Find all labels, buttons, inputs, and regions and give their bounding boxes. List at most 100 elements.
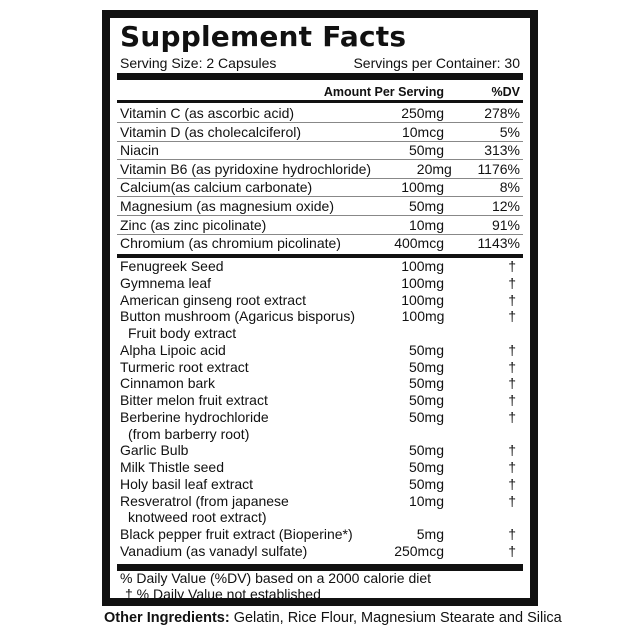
nutrient-amount: 10mg — [408, 216, 444, 233]
ingredient-amount: 50mg — [408, 475, 444, 492]
ingredient-amount: 50mg — [408, 375, 444, 392]
ingredient-row: Holy basil leaf extract 50mg † — [120, 476, 520, 492]
other-ingredients-label: Other Ingredients: — [104, 610, 230, 626]
ingredient-continuation: Fruit body extract — [120, 325, 520, 341]
amount-header: Amount Per Serving — [323, 85, 444, 99]
row-divider — [117, 122, 523, 123]
nutrient-dv: 8% — [499, 179, 520, 196]
dv-header: %DV — [491, 85, 520, 99]
nutrient-dv: 12% — [491, 198, 520, 214]
thick-divider — [117, 73, 523, 80]
ingredient-name: Turmeric root extract — [120, 358, 249, 375]
nutrient-dv: 313% — [484, 142, 520, 159]
nutrient-amount: 10mcg — [401, 123, 444, 140]
row-divider — [117, 140, 523, 142]
ingredient-name-continued: (from barberry root) — [128, 425, 250, 442]
ingredient-row: Milk Thistle seed 50mg † — [120, 459, 520, 475]
ingredient-amount: 50mg — [408, 442, 444, 459]
ingredient-row: Black pepper fruit extract (Bioperine*) … — [120, 526, 520, 542]
dagger-footnote: † % Daily Value not established — [125, 586, 321, 602]
nutrient-row: Chromium (as chromium picolinate) 400mcg… — [120, 235, 520, 251]
other-ingredients: Other Ingredients: Gelatin, Rice Flour, … — [104, 610, 562, 627]
ingredient-row: Turmeric root extract 50mg † — [120, 359, 520, 375]
ingredient-name: Garlic Bulb — [120, 442, 189, 459]
ingredient-amount: 10mg — [408, 492, 444, 509]
nutrient-name: Chromium (as chromium picolinate) — [120, 235, 341, 252]
ingredient-name: Holy basil leaf extract — [120, 475, 254, 492]
nutrient-amount: 20mg — [416, 160, 452, 177]
ingredient-name: Vanadium (as vanadyl sulfate) — [120, 542, 308, 559]
ingredient-name: Alpha Lipoic acid — [120, 341, 226, 358]
ingredient-name: Black pepper fruit extract (Bioperine*) — [120, 526, 353, 542]
ingredient-amount: 50mg — [408, 358, 444, 375]
nutrient-name: Calcium(as calcium carbonate) — [120, 179, 313, 196]
other-ingredients-text: Gelatin, Rice Flour, Magnesium Stearate … — [229, 610, 562, 626]
row-divider — [117, 196, 523, 198]
nutrient-name: Magnesium (as magnesium oxide) — [120, 198, 334, 214]
nutrient-name: Vitamin D (as cholecalciferol) — [120, 123, 302, 140]
ingredient-amount: 100mg — [401, 291, 444, 308]
dagger-mark: † — [508, 542, 516, 559]
nutrient-row: Vitamin D (as cholecalciferol) 10mcg 5% — [120, 124, 520, 140]
nutrient-name: Vitamin C (as ascorbic acid) — [120, 105, 295, 121]
supplement-facts-panel: Supplement Facts Serving Size: 2 Capsule… — [102, 10, 538, 606]
ingredient-name: Gymnema leaf — [120, 274, 212, 291]
dagger-mark: † — [508, 442, 516, 459]
nutrient-row: Zinc (as zinc picolinate) 10mg 91% — [120, 217, 520, 233]
thick-divider — [117, 564, 523, 571]
dagger-mark: † — [508, 341, 516, 358]
ingredient-row: American ginseng root extract 100mg † — [120, 292, 520, 308]
serving-size: Serving Size: 2 Capsules — [120, 55, 277, 71]
dagger-mark: † — [508, 291, 516, 308]
panel-title: Supplement Facts — [120, 20, 407, 53]
dagger-mark: † — [508, 258, 516, 274]
ingredient-row: Alpha Lipoic acid 50mg † — [120, 342, 520, 358]
nutrient-name: Zinc (as zinc picolinate) — [120, 216, 267, 233]
ingredient-name: Fenugreek Seed — [120, 258, 224, 274]
ingredient-row: Fenugreek Seed 100mg † — [120, 258, 520, 274]
nutrient-name: Niacin — [120, 142, 159, 159]
header-divider — [117, 100, 523, 103]
dagger-mark: † — [508, 308, 516, 325]
dagger-mark: † — [508, 459, 516, 475]
nutrient-row: Calcium(as calcium carbonate) 100mg 8% — [120, 179, 520, 195]
ingredient-amount: 100mg — [401, 258, 444, 274]
nutrient-name: Vitamin B6 (as pyridoxine hydrochloride) — [120, 160, 372, 177]
row-divider — [117, 159, 523, 161]
ingredient-name: Resveratrol (from japanese — [120, 492, 289, 509]
row-divider — [117, 215, 523, 216]
ingredient-row: Gymnema leaf 100mg † — [120, 275, 520, 291]
ingredient-name: Bitter melon fruit extract — [120, 392, 268, 408]
dagger-mark: † — [508, 392, 516, 408]
dagger-mark: † — [508, 274, 516, 291]
ingredient-name-continued: knotweed root extract) — [128, 509, 267, 526]
ingredient-name: Button mushroom (Agaricus bisporus) — [120, 308, 355, 325]
row-divider — [117, 177, 523, 179]
ingredient-row: Vanadium (as vanadyl sulfate) 250mcg † — [120, 543, 520, 559]
ingredient-name: American ginseng root extract — [120, 291, 306, 308]
ingredient-continuation: knotweed root extract) — [120, 509, 520, 525]
nutrient-amount: 400mcg — [394, 235, 444, 252]
ingredient-row: Garlic Bulb 50mg † — [120, 442, 520, 458]
nutrient-amount: 50mg — [408, 142, 444, 159]
ingredient-amount: 5mg — [416, 526, 444, 542]
ingredient-amount: 50mg — [408, 392, 444, 408]
dagger-mark: † — [508, 492, 516, 509]
nutrient-row: Niacin 50mg 313% — [120, 142, 520, 158]
ingredient-amount: 250mcg — [394, 542, 444, 559]
dagger-mark: † — [508, 375, 516, 392]
ingredient-row: Cinnamon bark 50mg † — [120, 375, 520, 391]
thick-divider — [117, 254, 523, 258]
ingredient-name-continued: Fruit body extract — [128, 325, 237, 341]
row-divider — [117, 233, 523, 235]
ingredient-row: Resveratrol (from japanese 10mg † — [120, 493, 520, 509]
nutrient-dv: 1143% — [477, 235, 520, 252]
nutrient-amount: 50mg — [408, 198, 444, 214]
ingredient-amount: 50mg — [408, 341, 444, 358]
nutrient-row: Vitamin B6 (as pyridoxine hydrochloride)… — [120, 161, 520, 177]
nutrient-dv: 91% — [491, 216, 520, 233]
ingredient-name: Berberine hydrochloride — [120, 408, 269, 425]
ingredient-name: Cinnamon bark — [120, 375, 215, 392]
ingredient-amount: 100mg — [401, 274, 444, 291]
nutrient-amount: 100mg — [401, 179, 444, 196]
